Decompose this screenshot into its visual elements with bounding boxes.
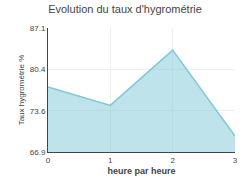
svg-text:80.4: 80.4 [30,65,46,74]
svg-text:87.1: 87.1 [30,24,46,33]
svg-text:2: 2 [170,156,175,165]
svg-text:1: 1 [108,156,113,165]
svg-text:73.6: 73.6 [30,107,46,116]
svg-text:3: 3 [233,156,238,165]
svg-text:0: 0 [46,156,51,165]
svg-text:Evolution du taux d'hygrométri: Evolution du taux d'hygrométrie [48,3,202,15]
svg-text:heure par heure: heure par heure [107,166,175,176]
svg-text:Taux hygrométrie %: Taux hygrométrie % [17,55,26,126]
svg-text:66.9: 66.9 [30,148,46,157]
